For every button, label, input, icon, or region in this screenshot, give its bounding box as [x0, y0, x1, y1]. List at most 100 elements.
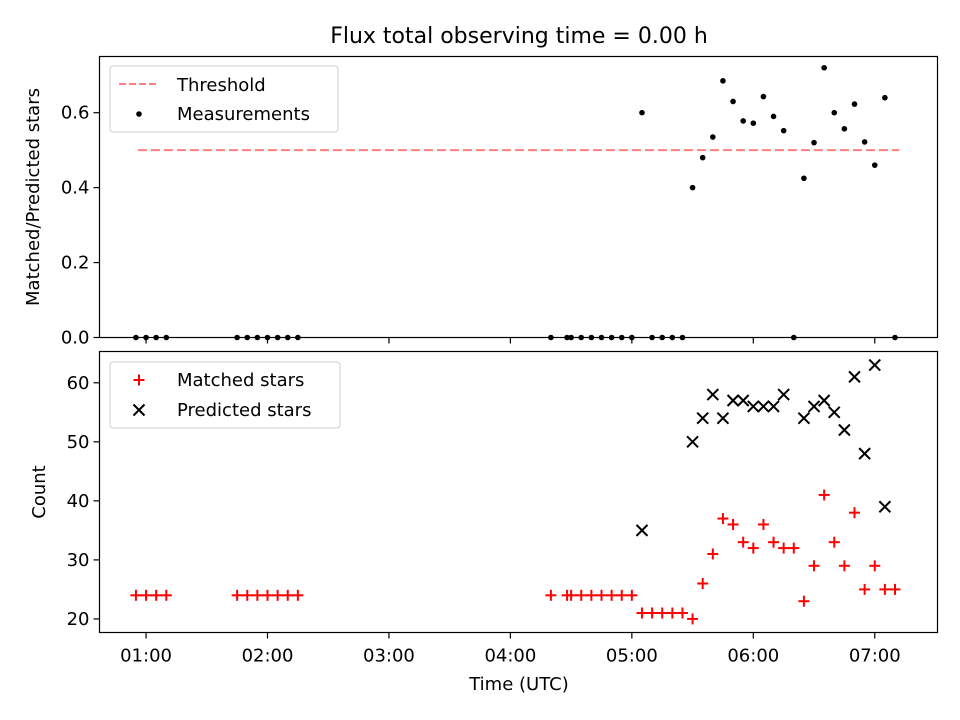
matched-star-point: [616, 589, 628, 601]
matched-star-point: [272, 589, 284, 601]
measurement-point: [821, 64, 827, 71]
matched-star-point: [757, 518, 769, 530]
matched-star-point: [292, 589, 304, 601]
measurement-point: [780, 127, 787, 134]
x-tick-label: 04:00: [484, 646, 536, 667]
bottom-y-axis-label: Count: [29, 465, 50, 518]
predicted-star-point: [797, 412, 811, 425]
predicted-star-point: [807, 400, 821, 413]
matched-star-point: [798, 595, 810, 607]
measurement-point: [153, 334, 159, 341]
matched-star-point: [869, 560, 881, 572]
bottom-y-tick-label: 60: [67, 373, 90, 394]
matched-star-point: [150, 589, 162, 601]
measurement-point: [871, 162, 878, 168]
bottom-y-tick-label: 30: [67, 550, 90, 571]
predicted-star-point: [767, 400, 780, 413]
matched-star-point: [778, 542, 790, 554]
measurement-point: [710, 134, 716, 140]
x-tick-label: 06:00: [727, 646, 779, 667]
matched-star-point: [707, 548, 719, 560]
top-y-axis-label: Matched/Predicted stars: [23, 88, 44, 306]
matched-star-point: [575, 589, 587, 601]
measurement-point: [882, 94, 888, 101]
matched-star-point: [241, 589, 253, 601]
measurement-point: [608, 334, 615, 341]
top-plot-frame: [98, 55, 939, 339]
measurement-point: [841, 126, 848, 132]
measurement-point: [568, 334, 574, 341]
measurement-point: [760, 93, 767, 100]
predicted-star-point: [726, 394, 740, 407]
predicted-star-point: [838, 423, 851, 437]
top-y-tick-label: 0.6: [61, 103, 90, 124]
legend-measurement-label: Measurements: [177, 104, 310, 125]
measurement-point: [649, 334, 655, 341]
measurement-point: [254, 334, 261, 341]
matched-star-point: [646, 607, 658, 619]
predicted-star-point: [736, 394, 750, 407]
matched-star-point: [737, 536, 749, 548]
bottom-y-tick-label: 40: [67, 491, 90, 512]
matched-star-point: [828, 536, 840, 548]
bottom-matched-points: [130, 489, 901, 625]
x-tick-label: 01:00: [120, 646, 172, 667]
legend-measurement-swatch: [136, 111, 142, 117]
measurement-point: [831, 109, 838, 116]
measurement-point: [284, 334, 291, 341]
matched-star-point: [656, 607, 668, 619]
measurement-point: [264, 334, 271, 341]
matched-star-point: [231, 589, 243, 601]
bottom-y-ticks: 20 30 40 50 60: [67, 373, 100, 630]
measurement-point: [770, 113, 777, 120]
matched-star-point: [849, 507, 861, 519]
measurement-point: [133, 334, 139, 341]
measurement-point: [720, 78, 726, 84]
measurement-point: [274, 334, 281, 341]
x-tick-label: 03:00: [363, 646, 415, 667]
measurement-point: [659, 334, 666, 341]
predicted-star-point: [747, 400, 760, 413]
legend-threshold-label: Threshold: [176, 75, 266, 96]
bottom-y-tick-label: 20: [67, 609, 90, 630]
bottom-x-ticks: 01:00 02:00 03:00 04:00 05:00 06:00 07:00: [120, 632, 901, 667]
matched-star-point: [889, 583, 901, 595]
matched-star-point: [747, 542, 759, 554]
predicted-star-point: [878, 500, 892, 513]
chart-title: Flux total observing time = 0.00 h: [330, 24, 708, 49]
x-tick-label: 02:00: [242, 646, 294, 667]
matched-star-point: [808, 560, 820, 572]
measurement-point: [244, 334, 251, 341]
measurement-point: [699, 154, 706, 161]
top-legend-box: [109, 65, 339, 133]
measurement-point: [679, 334, 686, 341]
top-measurement-points: [133, 64, 898, 341]
predicted-star-point: [686, 435, 699, 449]
top-panel: 0.0 0.2 0.4 0.6 Matched/Predicted stars Thr…: [23, 55, 939, 349]
measurement-point: [801, 175, 807, 182]
matched-star-point: [160, 589, 172, 601]
matched-star-point: [859, 583, 871, 595]
matched-star-point: [818, 489, 830, 501]
predicted-star-point: [716, 412, 730, 425]
matched-star-point: [636, 607, 648, 619]
matched-star-point: [565, 589, 577, 601]
predicted-star-point: [635, 524, 649, 537]
measurement-point: [629, 334, 635, 341]
legend-predicted-swatch: [132, 403, 146, 417]
measurement-point: [669, 334, 676, 341]
x-tick-label: 05:00: [606, 646, 658, 667]
matched-star-point: [838, 560, 850, 572]
matched-star-point: [606, 589, 618, 601]
measurement-point: [689, 184, 696, 191]
predicted-star-point: [858, 447, 871, 460]
measurement-point: [163, 334, 170, 341]
measurement-point: [790, 334, 797, 341]
x-axis-label: Time (UTC): [468, 674, 569, 695]
matched-star-point: [251, 589, 263, 601]
matched-star-point: [626, 589, 638, 601]
bottom-plot-frame: [98, 350, 939, 634]
measurement-point: [295, 334, 301, 341]
bottom-predicted-points: [635, 358, 892, 537]
